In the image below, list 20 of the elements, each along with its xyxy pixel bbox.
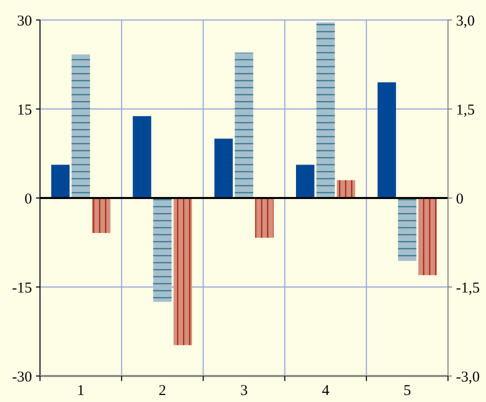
y-tick-label: -15 (12, 280, 32, 296)
bar (296, 164, 314, 198)
y2-tick-label: 3,0 (456, 13, 475, 30)
y2-tick-label: 1,5 (456, 102, 475, 118)
y-tick-label: -30 (12, 369, 32, 386)
bar (378, 82, 396, 198)
y2-tick-label: -1,5 (456, 280, 480, 296)
y-tick-label: 0 (24, 191, 32, 208)
y-tick-label: 15 (17, 102, 32, 118)
bar (132, 116, 152, 198)
y2-tick-label: -3,0 (456, 369, 480, 386)
y2-tick-label: 0 (456, 191, 464, 208)
x-tick-label: 1 (77, 383, 85, 399)
x-tick-label: 3 (240, 383, 248, 399)
bar (51, 164, 70, 198)
x-tick-label: 4 (322, 383, 330, 399)
y-tick-label: 30 (17, 13, 32, 30)
x-tick-label: 2 (158, 383, 166, 399)
bar (214, 138, 233, 198)
x-tick-label: 5 (403, 383, 411, 399)
